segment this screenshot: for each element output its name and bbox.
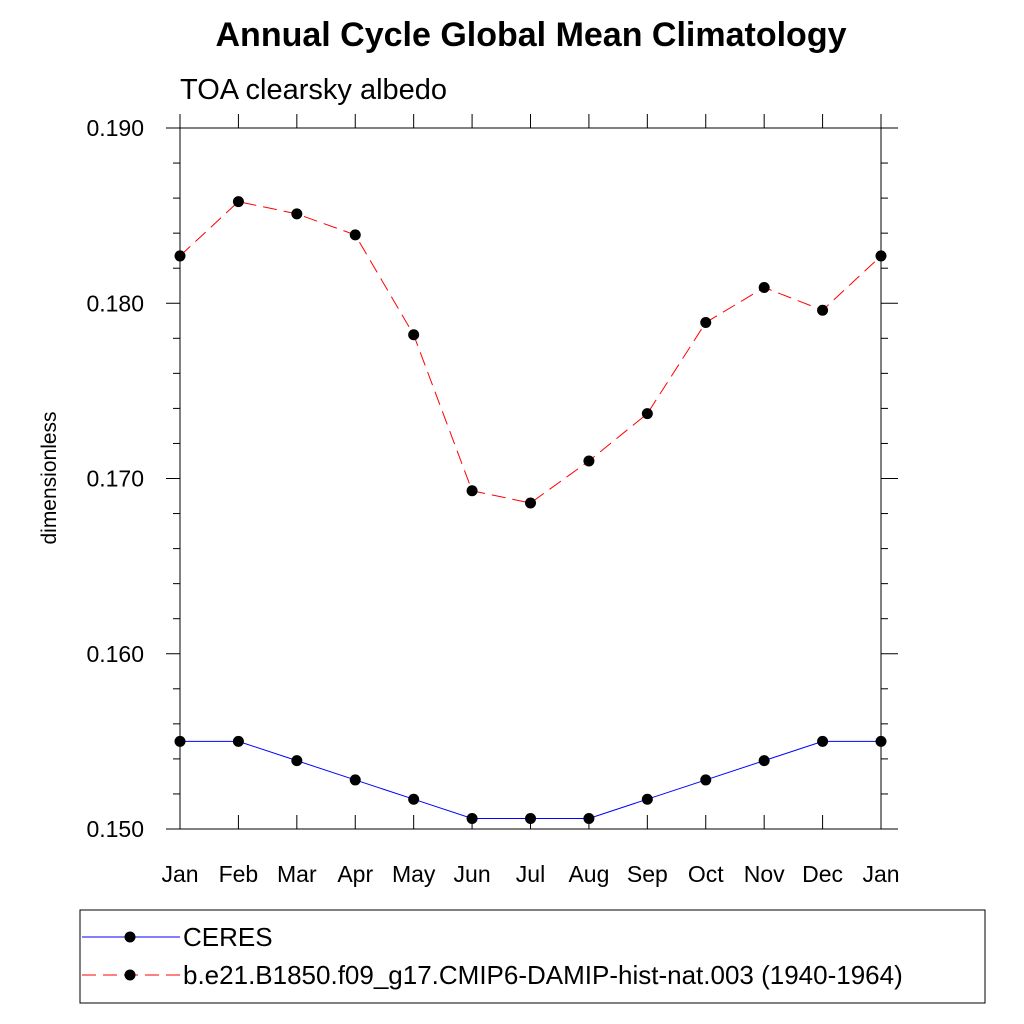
data-point bbox=[291, 208, 303, 220]
x-tick-label: Dec bbox=[802, 861, 843, 887]
x-tick-label: Sep bbox=[627, 861, 668, 887]
data-point bbox=[174, 735, 186, 747]
x-tick-label: Mar bbox=[277, 861, 317, 887]
data-point bbox=[349, 774, 361, 786]
y-axis-label: dimensionless bbox=[38, 411, 61, 544]
x-tick-label: May bbox=[392, 861, 436, 887]
data-point bbox=[232, 196, 244, 208]
x-tick-label: Apr bbox=[337, 861, 373, 887]
series-line bbox=[180, 740, 881, 819]
x-tick-label: Aug bbox=[568, 861, 609, 887]
series-1 bbox=[174, 735, 887, 824]
data-point bbox=[817, 735, 829, 747]
legend: CERES b.e21.B1850.f09_g17.CMIP6-DAMIP-his… bbox=[79, 909, 986, 1004]
y-tick-label: 0.160 bbox=[86, 641, 144, 667]
y-tick-label: 0.180 bbox=[86, 290, 144, 316]
x-tick-label: Jan bbox=[862, 861, 899, 887]
data-point bbox=[174, 250, 186, 262]
data-point bbox=[583, 455, 595, 467]
x-tick-label: Jan bbox=[161, 861, 198, 887]
x-tick-label: Jun bbox=[454, 861, 491, 887]
legend-entry-2: b.e21.B1850.f09_g17.CMIP6-DAMIP-hist-nat… bbox=[82, 960, 903, 990]
data-point bbox=[641, 793, 653, 805]
data-point bbox=[583, 812, 595, 824]
data-point bbox=[232, 735, 244, 747]
data-point bbox=[758, 755, 770, 767]
series-2 bbox=[174, 196, 887, 509]
data-point bbox=[700, 774, 712, 786]
data-point bbox=[641, 408, 653, 420]
y-tick-label: 0.190 bbox=[86, 115, 144, 141]
data-point bbox=[349, 229, 361, 241]
data-point bbox=[817, 304, 829, 316]
x-tick-label: Jul bbox=[516, 861, 545, 887]
legend-label: CERES bbox=[183, 922, 273, 952]
data-point bbox=[700, 317, 712, 329]
series-line bbox=[179, 201, 882, 504]
legend-marker bbox=[124, 969, 136, 981]
data-point bbox=[466, 812, 478, 824]
x-tick-label: Feb bbox=[219, 861, 259, 887]
series-layer bbox=[174, 196, 887, 824]
data-point bbox=[466, 485, 478, 497]
data-point bbox=[408, 329, 420, 341]
legend-label: b.e21.B1850.f09_g17.CMIP6-DAMIP-hist-nat… bbox=[183, 960, 903, 990]
x-tick-label: Oct bbox=[688, 861, 724, 887]
data-point bbox=[525, 497, 536, 509]
chart-subtitle: TOA clearsky albedo bbox=[180, 74, 447, 106]
data-point bbox=[291, 755, 303, 767]
plot-axes: Jan Feb Mar Apr May Jun Jul Aug Sep Oct Nov Dec Jan 0… bbox=[86, 114, 900, 887]
legend-box bbox=[79, 909, 986, 1004]
chart-title: Annual Cycle Global Mean Climatology bbox=[216, 16, 847, 54]
data-point bbox=[525, 812, 536, 824]
y-tick-label: 0.170 bbox=[86, 466, 144, 492]
data-point bbox=[758, 281, 770, 293]
legend-entry-1: CERES bbox=[82, 922, 273, 952]
y-tick-label: 0.150 bbox=[86, 816, 144, 842]
legend-marker bbox=[124, 931, 136, 943]
x-tick-label: Nov bbox=[744, 861, 785, 887]
data-point bbox=[408, 793, 420, 805]
data-point bbox=[875, 250, 887, 262]
data-point bbox=[875, 735, 887, 747]
